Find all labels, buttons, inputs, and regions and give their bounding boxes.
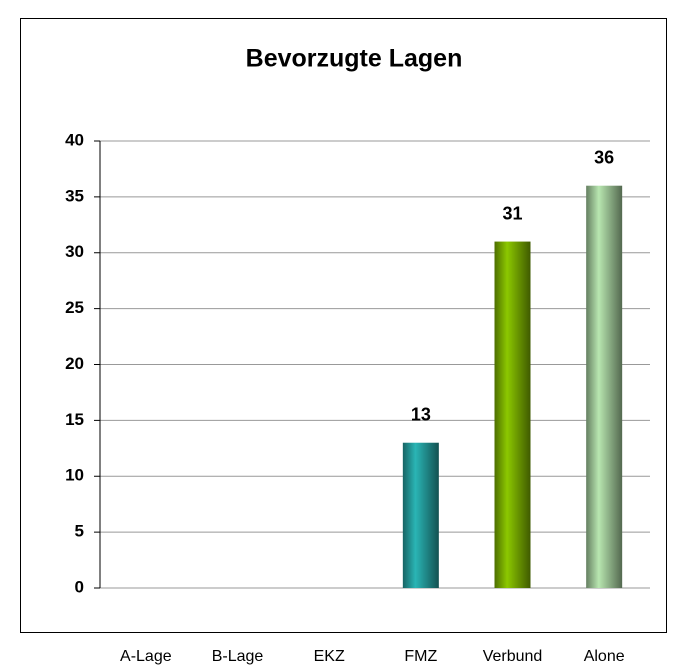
- y-tick-label: 0: [75, 577, 84, 596]
- y-tick-label: 30: [65, 242, 84, 261]
- x-tick-label: Verbund: [483, 648, 543, 665]
- bar: [402, 442, 439, 588]
- x-tick-label: A-Lage: [120, 648, 172, 665]
- bar: [494, 241, 531, 588]
- bar: [586, 185, 623, 588]
- y-tick-label: 40: [65, 130, 84, 149]
- x-tick-label: FMZ: [404, 648, 437, 665]
- chart-title: Bevorzugte Lagen: [246, 45, 463, 73]
- y-tick-label: 5: [75, 522, 84, 541]
- value-label: 31: [502, 203, 522, 223]
- x-tick-label: EKZ: [314, 648, 345, 665]
- chart-border: [20, 18, 667, 633]
- x-tick-label: Alone: [584, 648, 625, 665]
- y-tick-label: 15: [65, 410, 84, 429]
- value-label: 36: [594, 147, 614, 167]
- y-tick-label: 25: [65, 298, 84, 317]
- value-label: 13: [411, 404, 431, 424]
- y-tick-label: 35: [65, 186, 84, 205]
- y-tick-label: 20: [65, 354, 84, 373]
- x-tick-label: B-Lage: [212, 648, 264, 665]
- y-tick-label: 10: [65, 466, 84, 485]
